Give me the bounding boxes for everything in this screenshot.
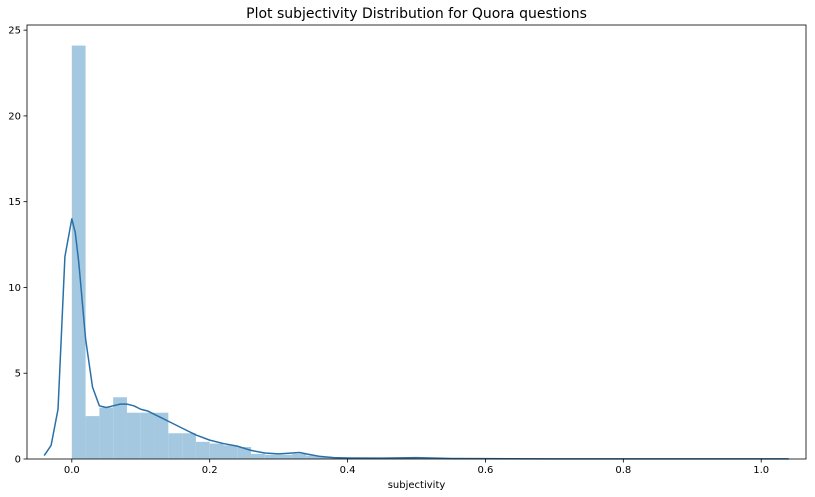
histogram-bar <box>251 453 265 459</box>
y-tick-label: 25 <box>8 26 21 37</box>
histogram-bar <box>140 412 155 459</box>
x-axis-label: subjectivity <box>388 480 446 491</box>
chart-title: Plot subjectivity Distribution for Quora… <box>246 6 587 22</box>
y-tick-label: 20 <box>8 111 21 122</box>
histogram-bar <box>154 412 169 459</box>
histogram-bar <box>209 443 224 459</box>
histogram-bar <box>264 454 279 459</box>
x-tick-label: 1.0 <box>753 465 769 476</box>
x-tick-label: 0.2 <box>202 465 218 476</box>
histogram-bar <box>223 445 238 459</box>
y-tick-label: 15 <box>8 197 21 208</box>
histogram-bar <box>195 441 210 459</box>
histogram-bar <box>292 453 307 459</box>
histogram-bar <box>113 397 127 459</box>
x-tick-label: 0.8 <box>615 465 631 476</box>
y-axis: 0 5 10 15 20 25 <box>8 26 27 466</box>
histogram-bar <box>402 458 417 459</box>
histogram-bar <box>182 433 196 459</box>
x-axis: 0.0 0.2 0.4 0.6 0.8 1.0 <box>64 459 769 476</box>
y-tick-label: 10 <box>8 283 21 294</box>
plot-frame <box>26 24 807 460</box>
histogram-bar <box>71 45 86 459</box>
histogram-bars <box>71 45 417 459</box>
histogram-bar <box>99 407 114 459</box>
histogram-bar <box>85 416 100 459</box>
histogram-bar <box>168 433 183 459</box>
histogram-bar <box>306 455 320 459</box>
kde-line <box>43 218 789 460</box>
x-tick-label: 0.4 <box>340 465 356 476</box>
x-tick-label: 0.0 <box>64 465 80 476</box>
y-tick-label: 0 <box>15 455 21 466</box>
histogram-bar <box>278 454 293 459</box>
x-tick-label: 0.6 <box>477 465 493 476</box>
y-tick-label: 5 <box>15 369 21 380</box>
histogram-bar <box>126 412 141 459</box>
histogram-bar <box>319 456 334 459</box>
